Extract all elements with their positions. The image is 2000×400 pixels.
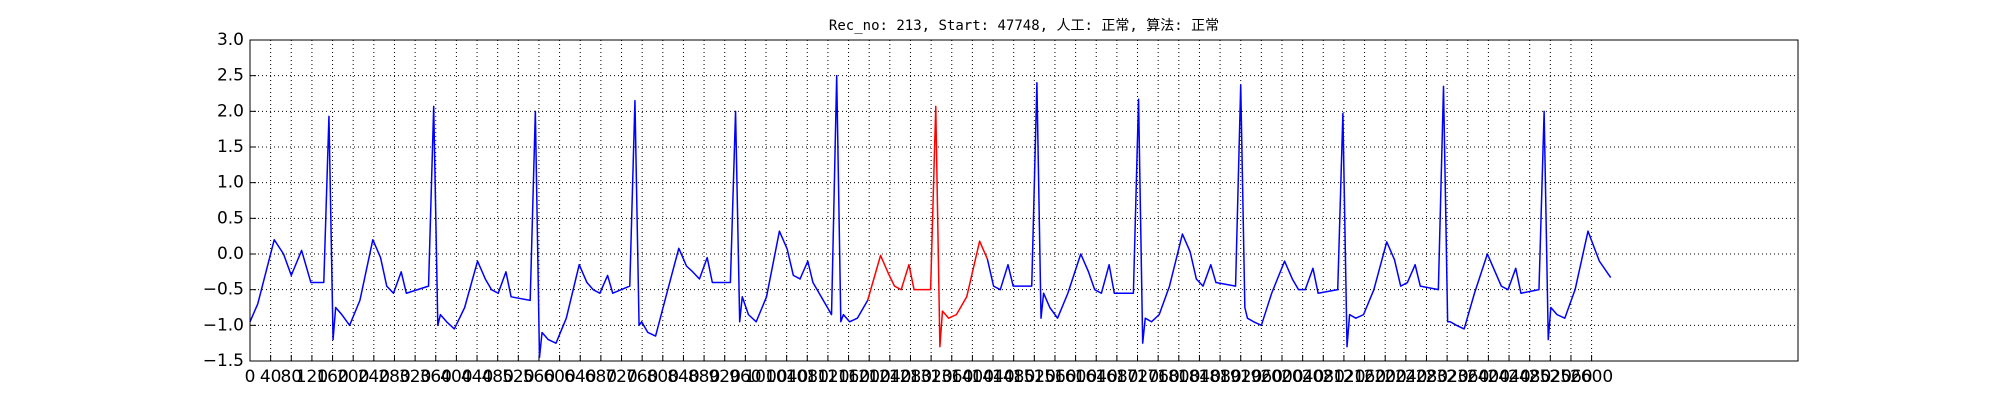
- x-tick-label: 1440: [971, 367, 1014, 387]
- y-tick-label: 1.5: [217, 137, 244, 157]
- x-tick-label: 1400: [951, 367, 994, 387]
- x-tick-label: 1040: [765, 367, 808, 387]
- x-tick-label: 1480: [992, 367, 1035, 387]
- x-tick-label: 1080: [786, 367, 829, 387]
- x-tick-label: 2320: [1425, 367, 1468, 387]
- x-tick-label: 1640: [1075, 367, 1118, 387]
- x-tick-label: 160: [316, 367, 348, 387]
- x-tick-label: 2440: [1487, 367, 1530, 387]
- y-tick-label: −1.5: [203, 351, 244, 371]
- x-tick-label: 120: [296, 367, 328, 387]
- x-tick-label: 2600: [1570, 367, 1613, 387]
- x-tick-label: 2360: [1446, 367, 1489, 387]
- x-tick-label: 320: [399, 367, 431, 387]
- x-tick-label: 200: [337, 367, 369, 387]
- x-tick-label: 2160: [1343, 367, 1386, 387]
- y-tick-label: −1.0: [203, 315, 244, 335]
- x-tick-label: 1600: [1054, 367, 1097, 387]
- x-tick-label: 680: [585, 367, 617, 387]
- x-tick-label: 2480: [1508, 367, 1551, 387]
- x-tick-label: 640: [564, 367, 596, 387]
- y-tick-label: 2.0: [217, 101, 244, 121]
- x-tick-label: 1880: [1198, 367, 1241, 387]
- x-tick-label: 1360: [930, 367, 973, 387]
- x-tick-label: 440: [461, 367, 493, 387]
- x-tick-label: 1720: [1116, 367, 1159, 387]
- x-tick-label: 760: [626, 367, 658, 387]
- x-tick-label: 1240: [868, 367, 911, 387]
- x-tick-label: 280: [378, 367, 410, 387]
- x-tick-label: 2120: [1322, 367, 1365, 387]
- x-tick-label: 1280: [889, 367, 932, 387]
- x-tick-label: 1160: [827, 367, 870, 387]
- x-tick-label: 2200: [1364, 367, 1407, 387]
- x-tick-label: 400: [440, 367, 472, 387]
- x-tick-label: 800: [647, 367, 679, 387]
- x-tick-label: 40: [260, 367, 282, 387]
- x-tick-label: 520: [502, 367, 534, 387]
- x-tick-label: 2040: [1281, 367, 1324, 387]
- x-tick-label: 1760: [1137, 367, 1180, 387]
- x-tick-label: 1840: [1178, 367, 1221, 387]
- x-tick-label: 2280: [1405, 367, 1448, 387]
- y-tick-label: 0.0: [217, 244, 244, 264]
- x-tick-label: 920: [708, 367, 740, 387]
- x-tick-label: 1120: [806, 367, 849, 387]
- x-tick-label: 1520: [1013, 367, 1056, 387]
- y-tick-label: 0.5: [217, 208, 244, 228]
- x-tick-label: 560: [523, 367, 555, 387]
- x-tick-label: 1680: [1095, 367, 1138, 387]
- y-tick-label: 3.0: [217, 30, 244, 50]
- x-tick-label: 880: [688, 367, 720, 387]
- x-tick-label: 2560: [1549, 367, 1592, 387]
- ecg-line: [866, 105, 989, 348]
- x-tick-label: 1000: [744, 367, 787, 387]
- x-tick-label: 2520: [1529, 367, 1572, 387]
- x-tick-label: 960: [729, 367, 761, 387]
- ecg-line: [249, 74, 1612, 359]
- x-tick-label: 480: [481, 367, 513, 387]
- plot-frame: [249, 39, 1799, 362]
- x-tick-label: 1920: [1219, 367, 1262, 387]
- x-tick-label: 1560: [1033, 367, 1076, 387]
- x-tick-label: 2080: [1302, 367, 1345, 387]
- x-tick-label: 0: [245, 367, 256, 387]
- x-tick-label: 1960: [1240, 367, 1283, 387]
- y-tick-label: 1.0: [217, 173, 244, 193]
- x-tick-label: 240: [358, 367, 390, 387]
- x-tick-label: 360: [420, 367, 452, 387]
- x-tick-label: 2000: [1260, 367, 1303, 387]
- x-tick-label: 1320: [909, 367, 952, 387]
- x-tick-label: 80: [280, 367, 302, 387]
- y-tick-label: −0.5: [203, 280, 244, 300]
- x-tick-label: 840: [667, 367, 699, 387]
- y-tick-label: 2.5: [217, 66, 244, 86]
- x-tick-label: 2400: [1467, 367, 1510, 387]
- chart-title: Rec_no: 213, Start: 47748, 人工: 正常, 算法: 正…: [829, 18, 1219, 34]
- x-tick-label: 2240: [1384, 367, 1427, 387]
- x-tick-label: 1800: [1157, 367, 1200, 387]
- x-tick-label: 720: [605, 367, 637, 387]
- x-tick-label: 600: [543, 367, 575, 387]
- x-tick-label: 1200: [848, 367, 891, 387]
